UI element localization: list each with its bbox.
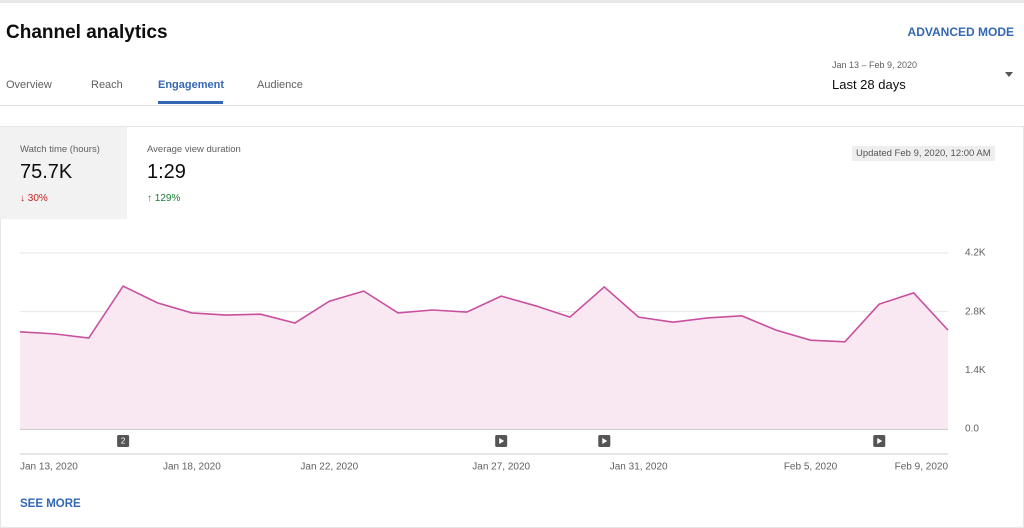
play-icon	[602, 438, 608, 444]
x-tick-label: Jan 13, 2020	[20, 462, 78, 473]
play-icon	[877, 438, 883, 444]
page-title: Channel analytics	[6, 22, 168, 43]
metric-change-value: 129%	[154, 193, 181, 204]
x-tick-label: Feb 9, 2020	[895, 462, 949, 473]
metric-change-value: 30%	[27, 193, 48, 204]
metric-label: Average view duration	[147, 144, 241, 155]
advanced-mode[interactable]: ADVANCED MODE	[907, 25, 1014, 39]
line	[19, 285, 949, 343]
metric-change: ↓ 30%	[20, 193, 48, 204]
y-tick-label: 4.2K	[965, 248, 986, 259]
tab[interactable]: Reach	[91, 79, 123, 91]
x-tick-label: Jan 31, 2020	[610, 462, 668, 473]
metric-selected[interactable]	[0, 127, 127, 219]
tab[interactable]: Audience	[257, 79, 303, 91]
play-icon	[499, 438, 505, 444]
x-tick-label: Jan 22, 2020	[300, 462, 358, 473]
event-marker-label: 2	[121, 437, 126, 446]
x-tick-label: Feb 5, 2020	[784, 462, 838, 473]
date-label[interactable]: Last 28 days	[832, 77, 906, 92]
chart: 0.0 1.4K 2.8K 4.2K Jan 13, 2020 Jan 18, 2020 J…	[19, 248, 986, 473]
top-bar	[0, 0, 1024, 3]
y-tick-label: 0.0	[965, 424, 979, 435]
x-tick-label: Jan 18, 2020	[163, 462, 221, 473]
y-tick-label: 1.4K	[965, 365, 986, 376]
tab-active[interactable]: Engagement	[158, 79, 225, 91]
metric-value: 1:29	[147, 161, 186, 183]
metric-label: Watch time (hours)	[20, 144, 100, 155]
x-tick-label: Jan 27, 2020	[472, 462, 530, 473]
event-marker	[117, 435, 130, 447]
dropdown-arrow[interactable]	[1005, 72, 1013, 77]
area	[20, 286, 948, 429]
tab[interactable]: Overview	[6, 79, 52, 91]
date-range: Jan 13 – Feb 9, 2020	[832, 60, 918, 70]
updated-badge: Updated Feb 9, 2020, 12:00 AM	[852, 146, 995, 161]
metric-value: 75.7K	[20, 161, 73, 183]
tab-underline	[158, 101, 223, 104]
y-tick-label: 2.8K	[965, 306, 986, 317]
see-more[interactable]: SEE MORE	[20, 498, 81, 510]
metric-change: ↑ 129%	[147, 193, 181, 204]
divider	[0, 105, 1024, 106]
